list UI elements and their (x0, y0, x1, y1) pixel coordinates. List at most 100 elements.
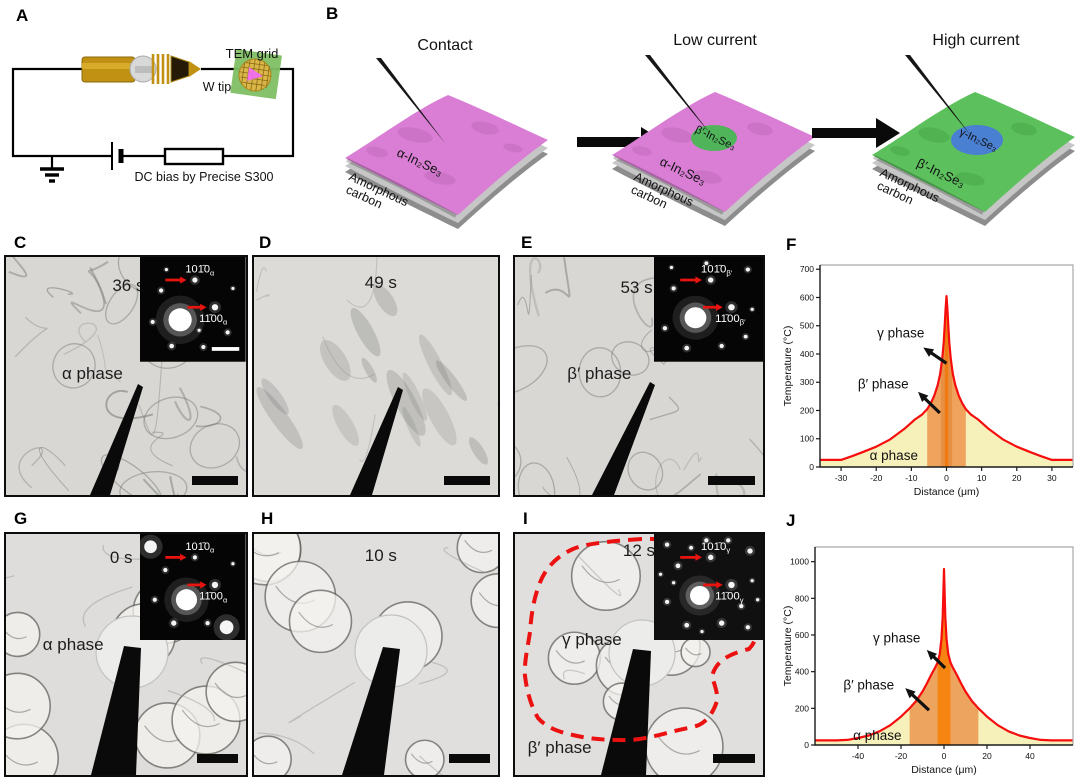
svg-text:-20: -20 (870, 473, 883, 483)
tem-micrograph (6, 544, 246, 775)
sheet-dimples (366, 121, 523, 185)
diffraction-spot (231, 562, 235, 566)
diffraction-spot (150, 319, 156, 325)
miller-index-label: 11̄00α (200, 591, 229, 605)
scale-bar (712, 754, 755, 763)
svg-text:30: 30 (1047, 473, 1057, 483)
ground-icon (40, 156, 64, 183)
chart-temperature-f: -30 -20 -10 0 10 20 30 0 100 200 300 400 500 600 700 Di… (782, 250, 1080, 500)
dc-bias-label: DC bias by Precise S300 (135, 170, 274, 184)
tungsten-tip (342, 647, 400, 775)
schematic-low-current: Low current β′-In₂Se₃ α-In₂Se₃ Amorphous… (612, 32, 815, 226)
annotation-label: β′ phase (858, 377, 909, 392)
arrow-right-icon (812, 118, 900, 148)
panel-label-c: C (14, 233, 27, 252)
miller-index-label: 101̄0α (186, 541, 216, 555)
diffraction-spot (707, 554, 714, 560)
diffraction-spot (159, 288, 164, 293)
annotation-arrow (921, 395, 941, 415)
diffraction-spot (747, 548, 753, 554)
sheet-contact (345, 95, 548, 215)
diffraction-spot (745, 267, 750, 272)
diffraction-spot (725, 538, 731, 543)
diffraction-spot (684, 622, 690, 628)
diffraction-spot (675, 563, 681, 569)
x-axis-label: Distance (μm) (911, 764, 977, 776)
inset-scale-bar (212, 347, 240, 351)
svg-text:0: 0 (944, 473, 949, 483)
scale-bar (197, 754, 238, 763)
panel-label-e: E (521, 233, 533, 252)
diffraction-spot (707, 277, 714, 283)
svg-text:20: 20 (982, 751, 992, 761)
time-label: 12 s (622, 540, 656, 560)
diffraction-spot (231, 286, 235, 290)
diffraction-spot (197, 328, 202, 332)
diffraction-inset: 101̄0α 11̄00α (140, 257, 246, 362)
svg-text:600: 600 (795, 630, 809, 640)
svg-text:0: 0 (942, 751, 947, 761)
phase-label: α phase (42, 634, 104, 654)
svg-text:-10: -10 (905, 473, 918, 483)
phase-schematics: Contact α-In₂Se₃ Amorphous carbon (344, 32, 1075, 229)
annotation-label: β′ phase (843, 677, 894, 692)
phase-label: β′ phase (567, 363, 632, 383)
diffraction-spot (220, 620, 234, 635)
diffraction-spot (193, 555, 198, 560)
panel-label-g: G (14, 509, 28, 528)
diffraction-spot (212, 304, 219, 311)
panel-label-h: H (261, 509, 274, 528)
panel-label-i: I (523, 509, 528, 528)
schematic-high-current: High current γ-In₂Se₃ β′-In₂Se₃ Amorphou… (872, 32, 1075, 226)
annotation-label: γ phase (877, 326, 924, 341)
svg-text:10: 10 (977, 473, 987, 483)
diffraction-spot (704, 261, 709, 266)
beta-spot (691, 125, 737, 151)
diffraction-spot (163, 567, 168, 573)
panel-label-a: A (16, 6, 29, 25)
w-tip-label: W tip (203, 80, 232, 94)
probe-tip (645, 55, 712, 136)
tungsten-tip (601, 649, 651, 775)
svg-text:0: 0 (809, 462, 814, 472)
sheet-dimples (890, 122, 1037, 186)
tungsten-tip (350, 387, 403, 495)
tem-micrograph (255, 257, 498, 495)
tem-image-i: 12 s γ phase β′ phase 101̄0γ 11̄00γ (513, 532, 765, 777)
diffraction-spot (664, 599, 670, 604)
battery-icon (111, 142, 124, 170)
diffraction-spot (671, 581, 676, 585)
svg-text:300: 300 (800, 377, 814, 387)
tem-image-g: 0 s α phase 101̄0α 11̄00α (4, 532, 248, 777)
central-beam-spot (168, 308, 193, 332)
diffraction-spot (658, 572, 663, 576)
panel-label-j: J (786, 511, 796, 530)
time-label: 36 s (112, 275, 145, 295)
diffraction-spot (212, 581, 219, 589)
svg-text:500: 500 (800, 321, 814, 331)
central-beam-spot (684, 307, 707, 329)
region-γ-phase (937, 569, 951, 745)
diffraction-spot (750, 307, 754, 311)
diffraction-spot (738, 603, 744, 609)
diffraction-spot (662, 326, 667, 331)
tem-image-c: 36 s α phase 101̄0α 11̄00α (4, 255, 248, 497)
miller-index-label: 11̄00β′ (715, 313, 746, 326)
diffraction-spot (728, 304, 735, 311)
diffraction-inset: 101̄0α 11̄00α (140, 534, 246, 641)
time-label: 10 s (364, 545, 397, 565)
tem-micrograph (254, 534, 498, 775)
diffraction-spot (144, 540, 158, 554)
schematic-title: High current (932, 32, 1020, 49)
annotation-arrow (930, 653, 947, 670)
time-label: 0 s (109, 548, 133, 568)
texture (254, 534, 498, 775)
diffraction-spot (755, 598, 760, 602)
diffraction-spot (671, 286, 676, 291)
diffraction-spot (669, 265, 673, 270)
texture (255, 257, 498, 465)
scale-bar (707, 476, 755, 485)
svg-text:600: 600 (800, 292, 814, 302)
